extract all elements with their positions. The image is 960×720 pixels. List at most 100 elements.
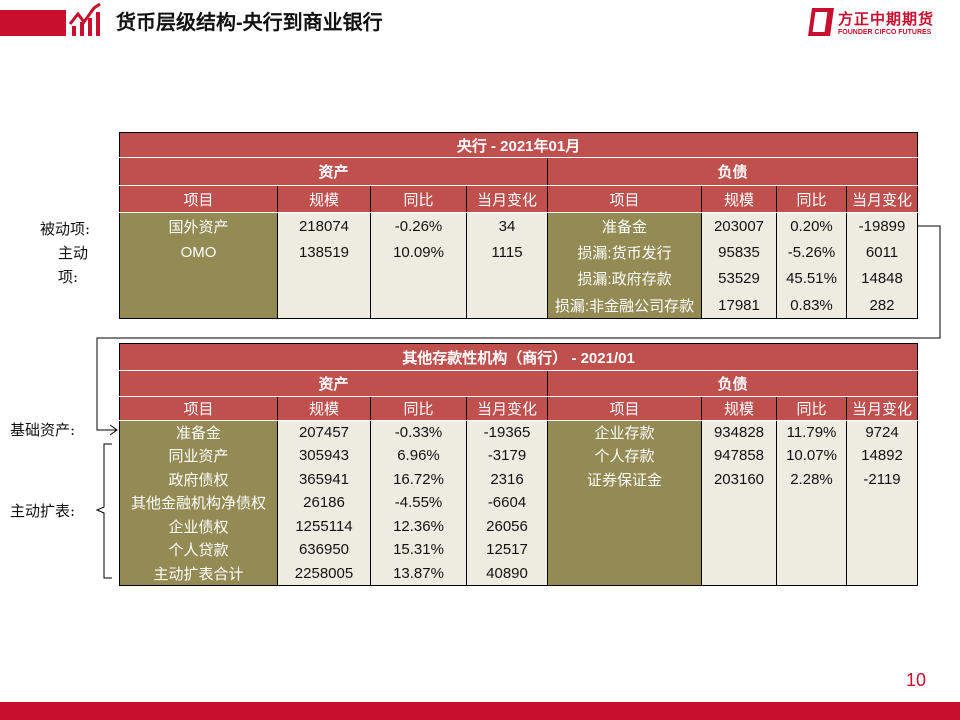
item-cell: 损漏:货币发行	[547, 239, 702, 266]
value-cell: 12.36%	[370, 514, 467, 538]
table-row: 同业资产 305943 6.96% -3179 个人存款 947858 10.07% 1489…	[119, 444, 919, 468]
value-cell	[776, 514, 847, 538]
value-cell: 13.87%	[370, 561, 467, 585]
value-cell: 1115	[466, 239, 548, 266]
value-cell	[277, 265, 371, 292]
value-cell	[466, 265, 548, 292]
table-title: 央行 - 2021年01月	[118, 132, 919, 158]
value-cell: -19899	[845, 212, 919, 239]
column-header: 同比	[776, 396, 847, 421]
table-row: 损漏:非金融公司存款 17981 0.83% 282	[119, 292, 919, 319]
column-header: 规模	[277, 396, 371, 421]
value-cell: 11.79%	[776, 420, 847, 444]
value-cell: -2119	[845, 467, 919, 491]
value-cell: 14892	[845, 444, 919, 468]
value-cell	[845, 514, 919, 538]
value-cell: 15.31%	[370, 538, 467, 562]
value-cell: 45.51%	[776, 265, 847, 292]
value-cell: 10.09%	[370, 239, 467, 266]
value-cell: -6604	[466, 491, 548, 515]
value-cell: 2258005	[277, 561, 371, 585]
column-header: 当月变化	[845, 396, 919, 421]
central-bank-table: 央行 - 2021年01月 资产 负债 项目 规模 同比 当月变化 项目 规模 同比 当月变化 …	[118, 132, 919, 319]
column-header: 当月变化	[466, 396, 548, 421]
value-cell: -0.26%	[370, 212, 467, 239]
value-cell	[845, 561, 919, 585]
column-header: 规模	[701, 396, 777, 421]
column-header: 项目	[119, 396, 278, 421]
item-cell	[547, 514, 702, 538]
item-cell: 证券保证金	[547, 467, 702, 491]
table-row: 损漏:政府存款 53529 45.51% 14848	[119, 265, 919, 292]
value-cell: 207457	[277, 420, 371, 444]
value-cell: 0.83%	[776, 292, 847, 319]
table-row: 企业债权 1255114 12.36% 26056	[119, 514, 919, 538]
liabilities-header: 负债	[546, 370, 919, 397]
value-cell	[701, 561, 777, 585]
value-cell: -4.55%	[370, 491, 467, 515]
value-cell: 365941	[277, 467, 371, 491]
assets-header: 资产	[119, 157, 548, 186]
item-cell: 准备金	[119, 420, 278, 444]
value-cell	[701, 514, 777, 538]
value-cell: 17981	[701, 292, 777, 319]
passive-items-label: 被动项:	[40, 220, 91, 238]
liabilities-header: 负债	[546, 157, 919, 186]
item-cell: 国外资产	[119, 212, 278, 239]
table-row: 个人贷款 636950 15.31% 12517	[119, 538, 919, 562]
item-cell: 主动扩表合计	[119, 561, 278, 585]
company-logo: 方正中期期货 FOUNDER CIFCO FUTURES	[808, 8, 950, 40]
value-cell: 2.28%	[776, 467, 847, 491]
value-cell: -3179	[466, 444, 548, 468]
value-cell: 218074	[277, 212, 371, 239]
item-cell: 企业债权	[119, 514, 278, 538]
logo-subtext: FOUNDER CIFCO FUTURES	[838, 29, 932, 36]
column-header: 项目	[119, 185, 278, 213]
value-cell: 16.72%	[370, 467, 467, 491]
value-cell: 636950	[277, 538, 371, 562]
value-cell	[277, 292, 371, 319]
value-cell: 203160	[701, 467, 777, 491]
table-row: 主动扩表合计 2258005 13.87% 40890	[119, 561, 919, 585]
column-header: 项目	[547, 396, 702, 421]
page-number: 10	[906, 670, 927, 690]
value-cell: 95835	[701, 239, 777, 266]
commercial-bank-table: 其他存款性机构（商行） - 2021/01 资产 负债 项目 规模 同比 当月变化 项目规…	[118, 343, 919, 586]
value-cell: 2316	[466, 467, 548, 491]
value-cell: 6011	[845, 239, 919, 266]
column-header: 同比	[370, 396, 467, 421]
item-cell	[547, 561, 702, 585]
item-cell: OMO	[119, 239, 278, 266]
column-header: 当月变化	[466, 185, 548, 213]
item-cell: 损漏:非金融公司存款	[547, 292, 702, 319]
value-cell: 26056	[466, 514, 548, 538]
value-cell	[845, 538, 919, 562]
table-row: OMO 138519 10.09% 1115 损漏:货币发行 95835 -5.26% 601…	[119, 239, 919, 266]
value-cell: 0.20%	[776, 212, 847, 239]
value-cell: 53529	[701, 265, 777, 292]
column-header: 规模	[277, 185, 371, 213]
value-cell	[370, 292, 467, 319]
item-cell: 同业资产	[119, 444, 278, 468]
value-cell: 6.96%	[370, 444, 467, 468]
value-cell: 40890	[466, 561, 548, 585]
column-header: 项目	[547, 185, 702, 213]
logo-text: 方正中期期货	[838, 11, 935, 28]
table-row: 准备金 207457 -0.33% -19365 企业存款 934828 11.79% 972…	[119, 420, 919, 444]
value-cell: 934828	[701, 420, 777, 444]
item-cell: 准备金	[547, 212, 702, 239]
value-cell	[701, 538, 777, 562]
value-cell	[776, 538, 847, 562]
active-items-label-2: 项:	[58, 268, 79, 286]
item-cell: 其他金融机构净债权	[119, 491, 278, 515]
value-cell: 305943	[277, 444, 371, 468]
value-cell: 138519	[277, 239, 371, 266]
table-row: 政府债权 365941 16.72% 2316 证券保证金 203160 2.28% -211…	[119, 467, 919, 491]
value-cell: 1255114	[277, 514, 371, 538]
value-cell: 282	[845, 292, 919, 319]
logo-mark-icon	[808, 8, 834, 36]
value-cell: 9724	[845, 420, 919, 444]
value-cell: 26186	[277, 491, 371, 515]
item-cell: 政府债权	[119, 467, 278, 491]
value-cell: 12517	[466, 538, 548, 562]
